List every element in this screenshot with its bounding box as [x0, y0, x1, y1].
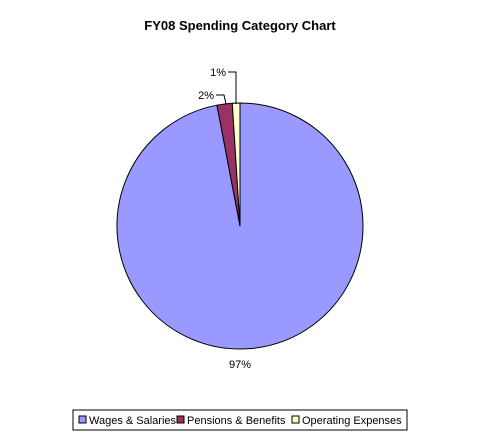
- legend-swatch-pensions: [176, 415, 185, 424]
- legend-label-pensions: Pensions & Benefits: [187, 415, 286, 427]
- slice-label-pensions: 2%: [198, 90, 214, 102]
- slice-label-operating: 1%: [210, 67, 226, 79]
- leader-line-operating: [228, 71, 237, 104]
- legend-label-operating: Operating Expenses: [302, 415, 402, 427]
- legend-label-wages: Wages & Salaries: [89, 415, 177, 427]
- chart-title: FY08 Spending Category Chart: [144, 18, 336, 33]
- legend-swatch-operating: [291, 415, 300, 424]
- leader-line-pensions: [216, 94, 227, 105]
- slice-label-wages: 97%: [229, 359, 251, 371]
- legend-swatch-wages: [78, 415, 87, 424]
- legend-frame: [72, 409, 408, 431]
- legend: Wages & Salaries Pensions & Benefits Ope…: [72, 409, 408, 431]
